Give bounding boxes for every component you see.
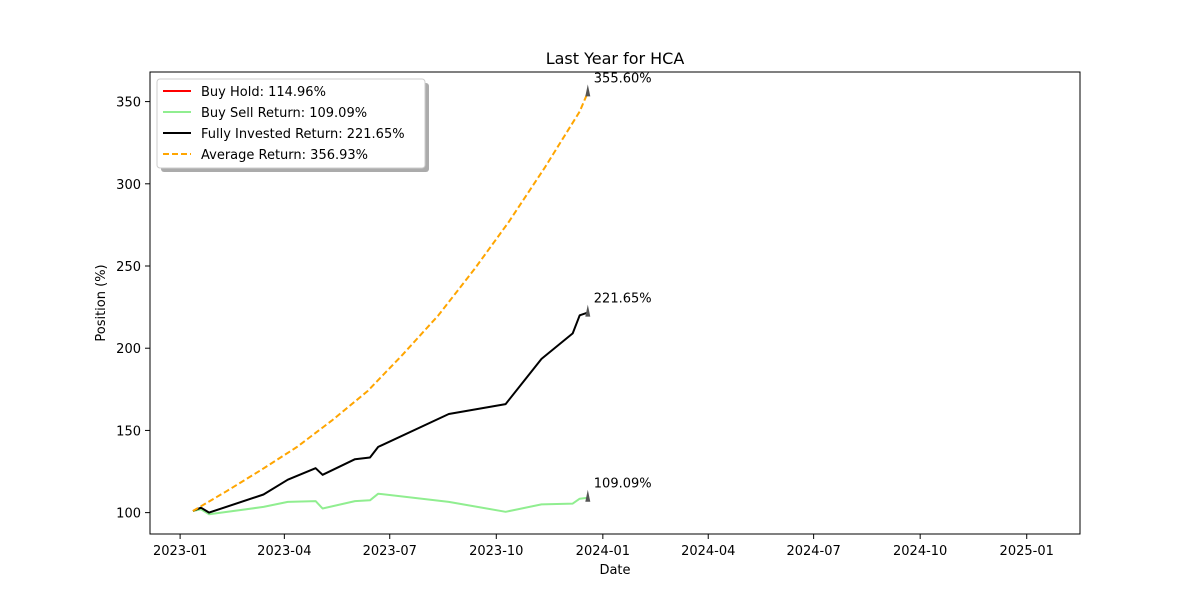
x-tick-label: 2023-01 [153, 544, 207, 559]
legend-label: Fully Invested Return: 221.65% [201, 127, 405, 142]
annotation-arrow [585, 84, 591, 97]
y-tick-label: 300 [116, 178, 141, 193]
annotations: 355.60% 221.65% 109.09% [585, 71, 652, 502]
x-axis-ticks: 2023-01 2023-04 2023-07 2023-10 2024-01 2024-… [153, 534, 1054, 559]
y-tick-label: 150 [116, 424, 141, 439]
annotation-label: 221.65% [594, 292, 652, 307]
x-tick-label: 2023-07 [363, 544, 417, 559]
chart-title: Last Year for HCA [546, 49, 685, 68]
x-tick-label: 2023-10 [469, 544, 523, 559]
legend-label: Average Return: 356.93% [201, 148, 368, 163]
axes-frame [149, 71, 1081, 535]
annotation-arrow [585, 304, 591, 317]
annotation-label: 355.60% [594, 71, 652, 86]
legend-items: Buy Hold: 114.96% Buy Sell Return: 109.09… [163, 85, 405, 163]
x-tick-label: 2023-04 [257, 544, 311, 559]
x-tick-label: 2024-07 [786, 544, 840, 559]
series-line-1 [192, 492, 588, 516]
x-axis-label: Date [599, 563, 630, 578]
y-tick-label: 100 [116, 507, 141, 522]
y-tick-label: 350 [116, 96, 141, 111]
y-axis-ticks: 100 150 200 250 300 350 [116, 96, 150, 522]
y-tick-label: 250 [116, 260, 141, 275]
legend-label: Buy Sell Return: 109.09% [201, 106, 367, 121]
legend-box [156, 78, 426, 169]
legend-label: Buy Hold: 114.96% [201, 85, 326, 100]
annotation-label: 109.09% [594, 477, 652, 492]
x-tick-label: 2024-10 [893, 544, 947, 559]
series-line-2 [192, 311, 589, 514]
y-tick-label: 200 [116, 342, 141, 357]
legend: Buy Hold: 114.96% Buy Sell Return: 109.09… [156, 78, 429, 172]
annotation-arrow [585, 489, 591, 502]
x-tick-label: 2024-01 [576, 544, 630, 559]
y-axis-label: Position (%) [94, 264, 109, 341]
x-tick-label: 2024-04 [681, 544, 735, 559]
x-tick-label: 2025-01 [1000, 544, 1054, 559]
series-line-3 [192, 92, 589, 512]
plot-area [192, 92, 589, 516]
